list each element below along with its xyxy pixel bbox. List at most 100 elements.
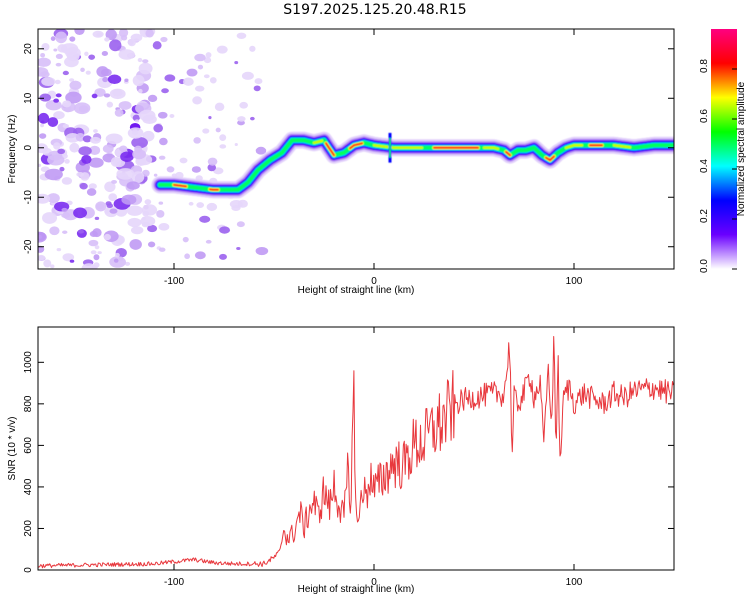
- noise-blob: [236, 247, 241, 251]
- noise-blob: [65, 91, 82, 104]
- noise-blob: [86, 188, 97, 196]
- noise-blob: [39, 93, 52, 102]
- noise-blob: [147, 94, 158, 103]
- noise-blob: [192, 96, 202, 105]
- noise-blob: [179, 157, 188, 164]
- noise-blob: [101, 50, 109, 56]
- noise-blob: [234, 61, 239, 65]
- snr-x-tick-label: -100: [164, 577, 184, 588]
- noise-blob: [62, 124, 70, 129]
- noise-blob: [134, 119, 140, 123]
- snr-plot-area: [38, 336, 674, 569]
- noise-blob: [69, 259, 75, 263]
- noise-blob: [105, 133, 123, 145]
- noise-blob: [205, 52, 212, 58]
- noise-blob: [253, 85, 261, 92]
- noise-blob: [126, 181, 140, 190]
- noise-blob: [56, 247, 62, 252]
- noise-blob: [93, 254, 100, 261]
- noise-blob: [216, 45, 228, 54]
- noise-blob: [78, 229, 85, 234]
- noise-blob: [38, 57, 51, 67]
- heatmap-x-tick-label: 0: [371, 276, 377, 287]
- noise-blob: [255, 146, 267, 155]
- snr-y-tick-label: 0: [23, 567, 34, 573]
- noise-blob: [219, 226, 231, 234]
- noise-blob: [57, 148, 66, 155]
- noise-blob: [61, 177, 73, 185]
- noise-blob: [95, 201, 107, 212]
- noise-blob: [182, 236, 189, 243]
- noise-blob: [126, 205, 143, 216]
- noise-blob: [38, 245, 45, 253]
- noise-blob: [74, 29, 85, 36]
- snr-y-tick-label: 400: [23, 478, 34, 495]
- noise-blob: [164, 74, 176, 82]
- noise-blob: [50, 264, 55, 269]
- noise-blob: [104, 209, 109, 214]
- noise-blob: [79, 182, 88, 190]
- colorbar-tick-label: 0.6: [699, 109, 710, 123]
- colorbar-label: Normalized spectral amplitude: [736, 81, 747, 216]
- chart-title: S197.2025.125.20.48.R15: [283, 2, 467, 18]
- snr-y-tick-label: 200: [23, 520, 34, 537]
- noise-blob: [62, 100, 72, 108]
- noise-blob: [193, 137, 201, 144]
- heatmap-plot-area: [38, 29, 674, 269]
- noise-blob: [104, 181, 116, 193]
- noise-blob: [145, 29, 154, 38]
- heatmap-ridge: [151, 131, 674, 199]
- noise-blob: [157, 111, 168, 119]
- noise-blob: [75, 161, 90, 174]
- noise-blob: [89, 230, 98, 238]
- noise-blob: [205, 239, 212, 244]
- noise-blob: [158, 201, 164, 205]
- noise-blob: [208, 116, 212, 120]
- noise-blob: [111, 179, 118, 184]
- noise-blob: [102, 144, 114, 153]
- noise-blob: [191, 166, 201, 173]
- noise-blob: [206, 202, 218, 211]
- ridge-warm: [482, 146, 500, 151]
- noise-blob: [152, 41, 162, 50]
- noise-blob: [127, 39, 136, 47]
- noise-blob: [129, 239, 142, 250]
- noise-blob: [239, 101, 248, 109]
- noise-blob: [89, 145, 101, 156]
- heatmap-y-tick-label: -10: [23, 190, 34, 205]
- noise-blob: [231, 205, 241, 211]
- noise-blob: [38, 254, 46, 261]
- noise-blob: [40, 123, 45, 128]
- noise-blob: [55, 31, 68, 44]
- noise-blob: [241, 71, 254, 80]
- noise-blob: [138, 62, 153, 75]
- heatmap-x-tick-label: -100: [164, 276, 184, 287]
- heatmap-y-tick-label: 20: [23, 43, 34, 55]
- heatmap-x-tick-label: 100: [566, 276, 583, 287]
- noise-blob: [147, 224, 158, 233]
- noise-blob: [45, 99, 62, 111]
- noise-blob: [237, 116, 246, 122]
- noise-blob: [53, 111, 65, 120]
- heatmap-frame: [37, 28, 675, 270]
- noise-blob: [44, 168, 63, 181]
- heatmap-y-axis-label: Frequency (Hz): [7, 115, 18, 184]
- noise-blob: [202, 128, 210, 134]
- noise-blob: [53, 48, 58, 52]
- noise-blob: [78, 146, 92, 156]
- noise-blob: [38, 193, 51, 204]
- colorbar-tick-label: 0.2: [699, 209, 710, 223]
- heatmap-x-axis-label: Height of straight line (km): [298, 285, 415, 296]
- colorbar-tick-label: 0.8: [699, 59, 710, 73]
- noise-blob: [120, 151, 134, 162]
- noise-blob: [40, 71, 50, 78]
- noise-blob: [93, 129, 98, 133]
- noise-blob: [62, 253, 75, 262]
- noise-blob: [55, 93, 62, 98]
- noise-blob: [142, 169, 150, 177]
- noise-blob: [166, 166, 175, 173]
- noise-blob: [94, 216, 100, 220]
- noise-blob: [109, 39, 122, 52]
- noise-blob: [53, 142, 61, 150]
- noise-blob: [47, 193, 60, 204]
